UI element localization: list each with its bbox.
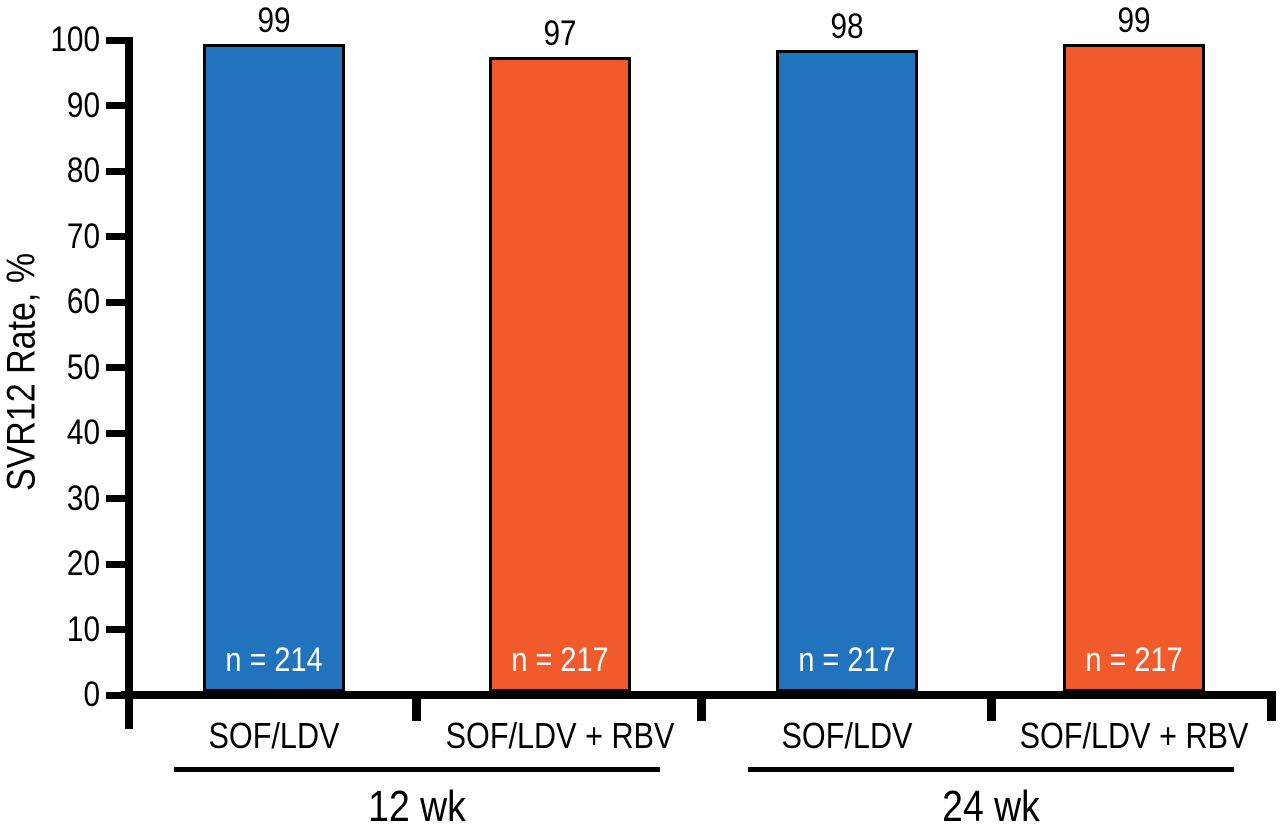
- y-axis-tick-label: 40: [66, 413, 100, 452]
- group-label: 12 wk: [368, 782, 466, 824]
- bar-n-label: n = 214: [225, 641, 323, 679]
- y-axis-tick-label: 10: [66, 609, 100, 649]
- bar: [203, 43, 345, 692]
- group-underline: [174, 767, 660, 772]
- bar: [1063, 43, 1205, 692]
- y-axis-tick: [106, 298, 128, 306]
- y-axis-tick: [106, 364, 128, 371]
- x-category-label: SOF/LDV: [208, 715, 340, 756]
- y-axis-tick: [106, 167, 128, 175]
- y-axis-tick: [106, 36, 128, 44]
- x-axis-tick: [1267, 691, 1276, 721]
- bar: [776, 50, 918, 692]
- y-axis-tick-label: 20: [66, 544, 100, 583]
- y-axis-tick-label: 100: [50, 20, 100, 59]
- y-axis-tick-label: 80: [66, 151, 100, 190]
- y-axis-tick: [106, 626, 128, 633]
- bar-value-label: 98: [830, 7, 864, 47]
- y-axis-tick-label: 90: [66, 85, 100, 125]
- bar-value-label: 99: [257, 0, 291, 40]
- y-axis-tick-label: 60: [66, 282, 100, 321]
- x-axis-tick: [412, 691, 421, 721]
- x-category-label: SOF/LDV: [781, 715, 913, 756]
- y-axis-tick-label: 70: [66, 216, 100, 256]
- y-axis-tick: [106, 102, 128, 109]
- group-underline: [748, 767, 1234, 772]
- y-axis-tick-label: 0: [83, 675, 100, 714]
- bar-n-label: n = 217: [1085, 641, 1183, 679]
- bar: [489, 56, 631, 692]
- bar-value-label: 97: [543, 13, 577, 53]
- bar-n-label: n = 217: [798, 641, 896, 679]
- y-axis-tick: [106, 691, 128, 699]
- x-axis-tick: [697, 691, 706, 721]
- x-category-label: SOF/LDV + RBV: [445, 715, 675, 756]
- x-category-label: SOF/LDV + RBV: [1019, 715, 1249, 756]
- x-axis-tick: [987, 691, 996, 721]
- y-axis-tick-label: 30: [66, 478, 100, 518]
- bar-value-label: 99: [1117, 0, 1151, 40]
- y-axis-line: [125, 37, 133, 729]
- y-axis-tick: [106, 429, 128, 437]
- y-axis-tick: [106, 233, 128, 240]
- y-axis-tick-label: 50: [66, 347, 100, 387]
- y-axis-tick: [106, 560, 128, 568]
- y-axis-tick: [106, 495, 128, 502]
- group-label: 24 wk: [942, 782, 1040, 824]
- bar-n-label: n = 217: [511, 641, 609, 679]
